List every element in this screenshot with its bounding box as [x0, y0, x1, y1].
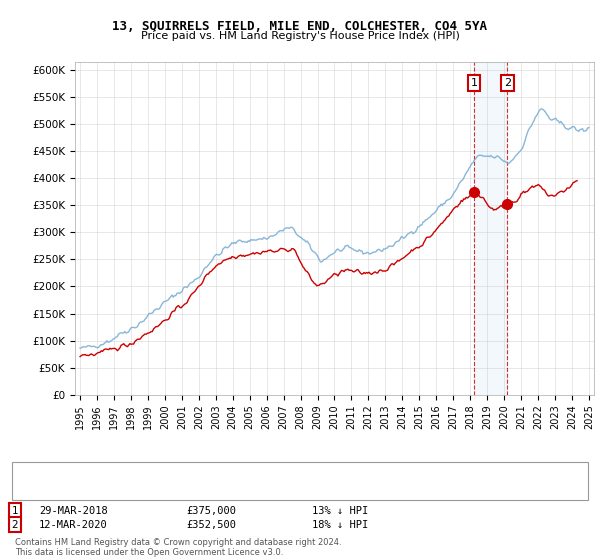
Text: HPI: Average price, detached house, Colchester: HPI: Average price, detached house, Colc…	[60, 486, 293, 496]
Text: £375,000: £375,000	[186, 506, 236, 516]
Text: 2: 2	[504, 78, 511, 88]
Bar	[474, 62, 508, 395]
Text: 29-MAR-2018: 29-MAR-2018	[39, 506, 108, 516]
Text: 1: 1	[470, 78, 478, 88]
Text: Contains HM Land Registry data © Crown copyright and database right 2024.
This d: Contains HM Land Registry data © Crown c…	[15, 538, 341, 557]
Text: 2: 2	[11, 520, 19, 530]
Text: 18% ↓ HPI: 18% ↓ HPI	[312, 520, 368, 530]
Text: 12-MAR-2020: 12-MAR-2020	[39, 520, 108, 530]
Text: 1: 1	[11, 506, 19, 516]
Text: Price paid vs. HM Land Registry's House Price Index (HPI): Price paid vs. HM Land Registry's House …	[140, 31, 460, 41]
Text: 13, SQUIRRELS FIELD, MILE END, COLCHESTER, CO4 5YA (detached house): 13, SQUIRRELS FIELD, MILE END, COLCHESTE…	[60, 469, 427, 479]
Text: 13% ↓ HPI: 13% ↓ HPI	[312, 506, 368, 516]
Text: 13, SQUIRRELS FIELD, MILE END, COLCHESTER, CO4 5YA: 13, SQUIRRELS FIELD, MILE END, COLCHESTE…	[113, 20, 487, 32]
Text: £352,500: £352,500	[186, 520, 236, 530]
